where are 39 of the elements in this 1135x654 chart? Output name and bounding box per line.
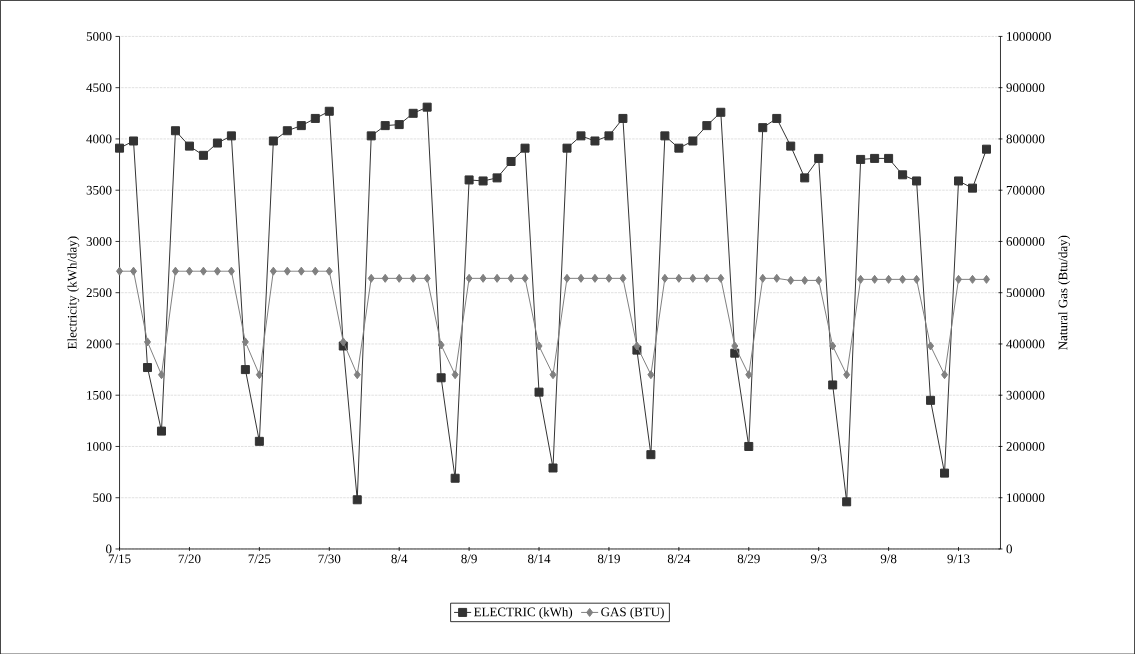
y2-tick-label: 600000 [1006,236,1045,246]
y-tick-label: 0 [106,544,112,554]
legend-label: ELECTRIC (kWh) [474,606,573,619]
y2-tick-label: 300000 [1006,390,1045,400]
y2-tick-label: 0 [1006,544,1012,554]
x-tick-label: 8/4 [391,554,408,564]
y-axis-title: Electricity (kWh/day) [67,236,80,349]
x-tick-label: 8/19 [597,554,620,564]
y-tick-label: 1000 [87,441,112,451]
y-tick-label: 3000 [86,236,112,246]
y2-axis-title: Natural Gas (Btu/day) [1058,235,1071,350]
x-tick-label: 8/9 [461,554,477,564]
y-tick-label: 5000 [86,31,112,41]
y2-tick-label: 200000 [1006,441,1045,451]
y-tick-label: 3500 [86,185,112,195]
y2-tick-label: 500000 [1006,288,1045,297]
y2-tick-label: 900000 [1006,83,1045,92]
x-tick-label: 8/29 [737,554,760,564]
y-tick-label: 4500 [86,83,112,92]
y-tick-label: 2500 [86,288,112,297]
x-tick-label: 7/30 [318,554,341,564]
x-tick-label: 9/8 [880,554,897,564]
x-tick-label: 8/14 [528,554,551,564]
y-tick-label: 4000 [86,134,112,144]
y-tick-label: 1500 [87,390,112,400]
x-tick-label: 7/15 [108,554,131,563]
x-tick-label: 7/25 [248,554,271,563]
y-tick-label: 500 [93,493,112,502]
x-tick-label: 7/20 [178,554,201,564]
y2-tick-label: 400000 [1006,339,1045,349]
y2-tick-label: 1000000 [1007,31,1051,41]
x-tick-label: 9/3 [810,554,827,563]
x-tick-label: 9/13 [947,554,970,563]
y-tick-label: 2000 [86,339,112,349]
legend-label: GAS (BTU) [601,606,664,619]
y2-tick-label: 700000 [1006,185,1045,195]
x-tick-label: 8/24 [667,554,691,564]
y2-tick-label: 800000 [1006,134,1045,144]
y2-tick-label: 100000 [1007,493,1045,502]
